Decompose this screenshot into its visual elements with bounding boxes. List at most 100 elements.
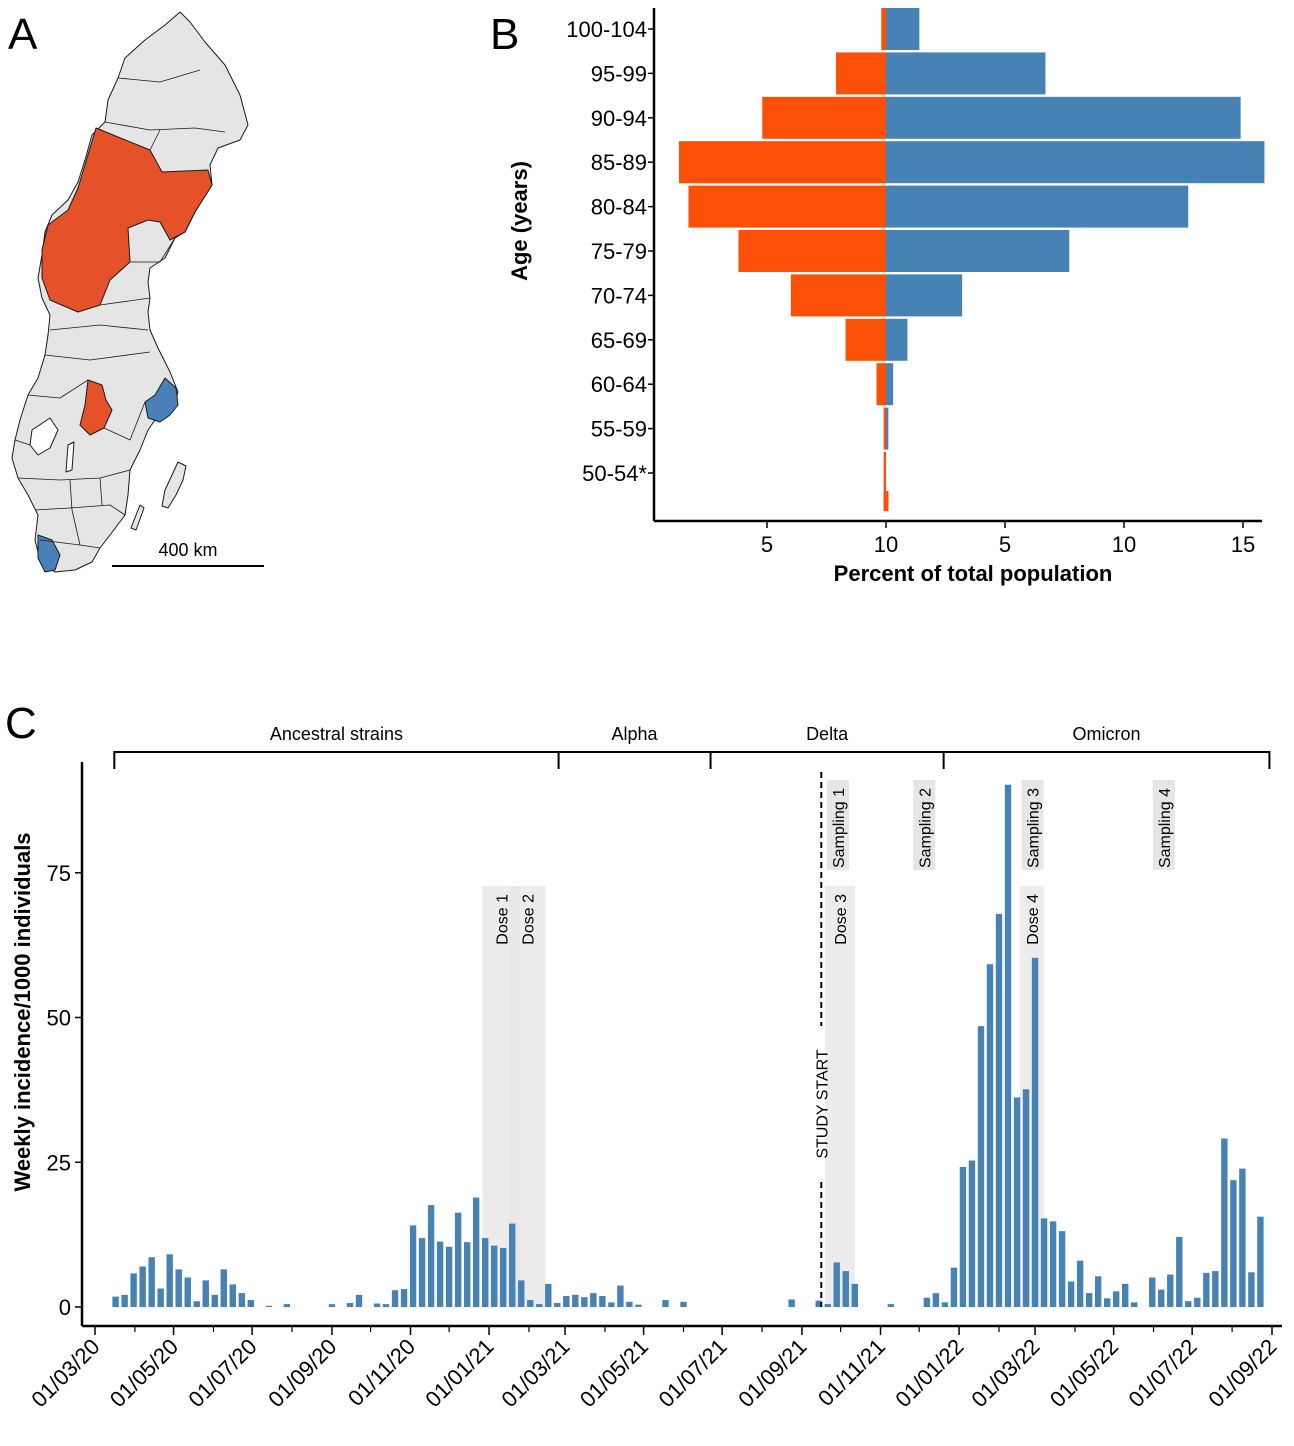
incidence-bar <box>463 1242 471 1307</box>
incidence-bar <box>346 1302 354 1307</box>
incidence-bar <box>265 1305 273 1307</box>
incidence-x-tick: 01/07/21 <box>653 1334 731 1412</box>
period-label: Ancestral strains <box>270 724 403 744</box>
incidence-bar <box>968 1160 976 1307</box>
dose-label: Dose 3 <box>833 894 850 945</box>
incidence-bar <box>536 1304 543 1307</box>
pyramid-age-tick: 70-74 <box>591 283 647 308</box>
incidence-bar <box>1167 1274 1174 1307</box>
incidence-bar <box>436 1241 444 1307</box>
incidence-bar <box>1176 1236 1183 1307</box>
incidence-bar <box>112 1296 119 1307</box>
pyramid-x-tick-left: 10 <box>874 532 898 557</box>
region-orange-north <box>41 127 213 313</box>
incidence-bar <box>1094 1276 1102 1307</box>
dose-label: Dose 2 <box>521 894 538 945</box>
incidence-bar <box>229 1284 236 1307</box>
pyramid-bar-left <box>883 452 886 494</box>
incidence-bar <box>932 1293 940 1307</box>
incidence-bar <box>1239 1168 1246 1307</box>
incidence-bar <box>959 1166 967 1307</box>
region-blue-skane <box>37 534 61 573</box>
incidence-x-tick: 01/09/20 <box>263 1334 341 1412</box>
incidence-x-ticks: 01/03/20 01/05/20 01/07/20 01/09/20 01/11/20… <box>26 1326 1282 1412</box>
incidence-bar <box>1185 1301 1192 1307</box>
incidence-bar <box>382 1304 390 1307</box>
incidence-bar <box>355 1294 363 1307</box>
incidence-bar <box>1022 1089 1030 1307</box>
incidence-bar <box>518 1280 525 1307</box>
lake-vattern <box>65 441 75 473</box>
incidence-x-tick: 01/07/20 <box>183 1334 261 1412</box>
incidence-bar <box>851 1283 858 1307</box>
incidence-x-tick: 01/11/20 <box>343 1334 420 1411</box>
incidence-bar <box>139 1266 146 1307</box>
period-label: Omicron <box>1073 724 1141 744</box>
incidence-bar <box>148 1257 155 1307</box>
incidence-bar <box>608 1302 615 1307</box>
incidence-bar <box>1194 1297 1201 1307</box>
incidence-bar <box>545 1283 552 1307</box>
incidence-bar <box>995 913 1003 1307</box>
sampling-label: Sampling 1 <box>831 788 848 868</box>
pyramid-x-title: Percent of total population <box>834 561 1113 586</box>
incidence-bar <box>373 1303 381 1307</box>
sampling-label: Sampling 2 <box>917 788 934 868</box>
incidence-bar <box>472 1197 480 1307</box>
incidence-bar <box>247 1300 255 1307</box>
incidence-bar <box>617 1285 624 1307</box>
incidence-bar <box>1103 1298 1111 1307</box>
pyramid-bar-left <box>678 141 886 184</box>
pyramid-bars <box>678 8 1265 511</box>
incidence-bar <box>193 1301 200 1307</box>
dose-window <box>509 886 546 1307</box>
incidence-bar <box>1257 1216 1264 1307</box>
region-blue-stockholm <box>144 377 179 423</box>
incidence-bar <box>662 1300 669 1307</box>
pyramid-age-tick: 75-79 <box>591 239 647 264</box>
incidence-bar <box>1031 957 1039 1307</box>
pyramid-bar-left <box>836 52 886 95</box>
incidence-bar <box>1076 1260 1084 1307</box>
sampling-label: Sampling 4 <box>1157 788 1174 868</box>
incidence-bar <box>509 1223 516 1307</box>
incidence-bar <box>500 1247 507 1307</box>
incidence-bar <box>220 1269 227 1307</box>
incidence-bar <box>391 1290 399 1307</box>
incidence-bar <box>833 1262 840 1307</box>
period-label: Alpha <box>612 724 659 744</box>
incidence-bar <box>527 1300 534 1307</box>
incidence-bar <box>581 1297 588 1307</box>
incidence-bar <box>121 1294 128 1307</box>
pyramid-bar-right <box>886 363 894 406</box>
incidence-bar <box>328 1304 336 1307</box>
incidence-bar <box>599 1295 606 1307</box>
incidence-bar <box>1230 1180 1237 1307</box>
incidence-x-tick: 01/03/21 <box>496 1334 574 1412</box>
incidence-bar <box>427 1205 435 1307</box>
pyramid-y-title: Age (years) <box>507 161 532 281</box>
incidence-bar <box>238 1293 246 1307</box>
incidence-bar <box>788 1299 795 1307</box>
incidence-x-tick: 01/03/22 <box>966 1334 1044 1412</box>
incidence-x-tick: 01/05/20 <box>105 1334 183 1412</box>
incidence-bar <box>1212 1271 1219 1307</box>
pyramid-bar-left <box>688 185 886 228</box>
map-scale-label: 400 km <box>158 540 217 560</box>
incidence-x-tick: 01/11/21 <box>813 1334 890 1411</box>
incidence-bar <box>590 1293 597 1307</box>
sampling-label: Sampling 3 <box>1025 788 1042 868</box>
period-label: Delta <box>806 724 849 744</box>
sampling-label-bg <box>913 780 936 870</box>
pyramid-bar-right <box>886 96 1241 139</box>
pyramid-x-tick-left: 5 <box>761 532 773 557</box>
incidence-bar <box>1040 1218 1048 1307</box>
pyramid-age-tick: 95-99 <box>591 61 647 86</box>
incidence-x-tick: 01/09/21 <box>733 1334 811 1412</box>
incidence-bar <box>626 1301 633 1307</box>
pyramid-bar-right <box>886 185 1189 228</box>
pyramid-bar-left <box>738 230 886 272</box>
incidence-x-tick: 01/07/22 <box>1123 1334 1201 1412</box>
panel-a: A <box>8 10 264 573</box>
incidence-y-tick: 75 <box>47 861 71 886</box>
